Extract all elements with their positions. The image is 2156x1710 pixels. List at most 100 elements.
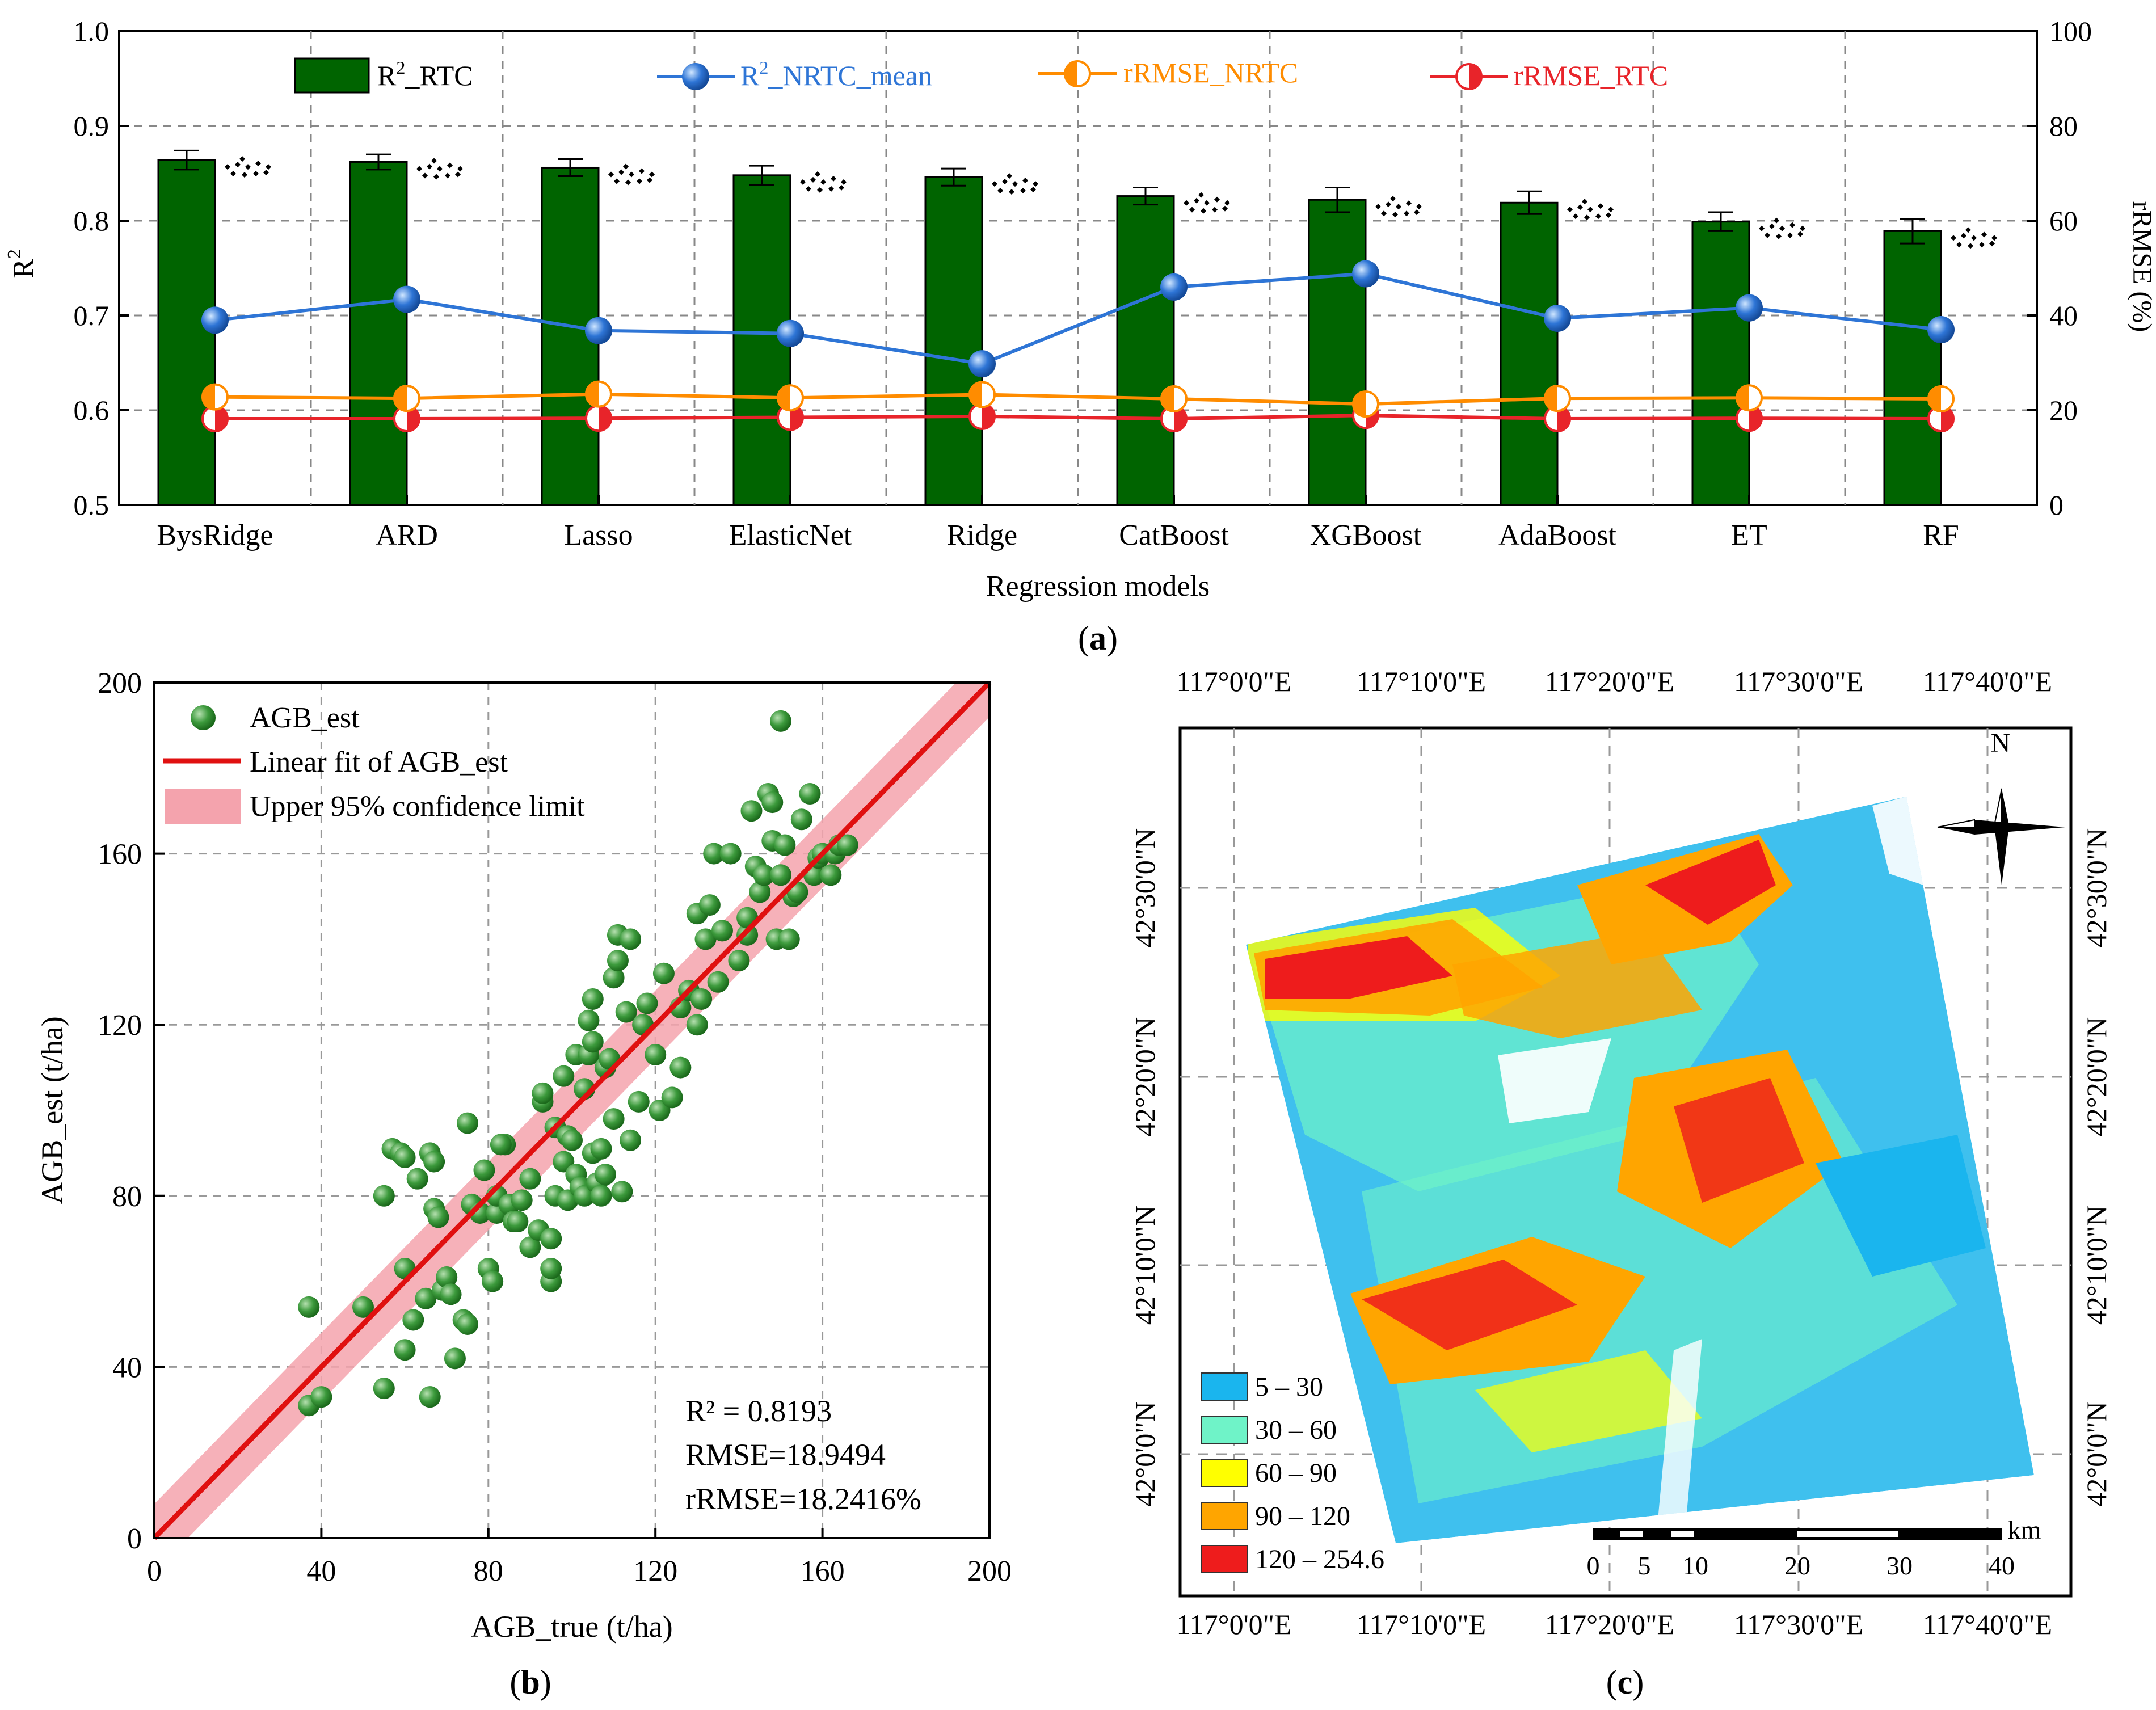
- scatter-point: [603, 1108, 625, 1130]
- scatter-point: [836, 834, 858, 856]
- line-rRMSE_NRTC: [214, 392, 1942, 406]
- lon-label-top-4: 117°40'0"E: [1923, 666, 2052, 697]
- jitter-point: [992, 181, 997, 187]
- jitter-point: [1608, 207, 1614, 213]
- panel-c-caption: (c): [1606, 1663, 1644, 1701]
- jitter-point: [1606, 212, 1611, 218]
- scatter-point: [594, 1164, 616, 1186]
- legend-swatch-confidence: [165, 789, 241, 824]
- jitter-point: [1759, 225, 1765, 231]
- scatter-point: [444, 1347, 466, 1370]
- panel-b-stats: R² = 0.8193 RMSE=18.9494 rRMSE=18.2416%: [685, 1394, 921, 1516]
- scatter-point: [373, 1185, 395, 1207]
- scatter-point: [698, 894, 721, 916]
- jitter-point: [1577, 204, 1583, 210]
- jitter-point: [1390, 196, 1396, 202]
- scatter-point: [761, 791, 784, 814]
- jitter-point: [245, 164, 251, 170]
- scatter-point: [561, 1129, 583, 1151]
- jitter-point: [1598, 203, 1603, 209]
- point-half-rRMSE_RTC: [407, 406, 420, 432]
- jitter-point: [639, 168, 645, 174]
- scale-tick-40: 40: [1989, 1551, 2015, 1580]
- ytick-left-label: 0.6: [74, 394, 110, 426]
- ytick-left-label: 0.8: [74, 205, 110, 237]
- jitter-point: [266, 164, 271, 170]
- jitter-point: [841, 179, 847, 185]
- scatter-point: [490, 1134, 512, 1156]
- jitter-point: [1769, 223, 1775, 229]
- legend-label-r2-nrtc: R2_NRTC_mean: [740, 57, 932, 91]
- ytick-right-label: 20: [2049, 394, 2078, 426]
- scatter-point: [740, 800, 763, 822]
- point-half-rRMSE_RTC: [215, 406, 228, 432]
- ytick-left-label: 0.5: [74, 489, 110, 521]
- jitter-point: [1033, 181, 1038, 187]
- scatter-point: [590, 1138, 612, 1160]
- point-half-rRMSE_NRTC: [1353, 391, 1366, 417]
- scale-tick-0: 0: [1587, 1551, 1600, 1580]
- scale-bar: km 0 5 10 20 30 40: [1587, 1515, 2041, 1580]
- scatter-point: [540, 1228, 562, 1250]
- scatter-point: [406, 1168, 428, 1190]
- legend-label-agb-est: AGB_est: [250, 702, 360, 734]
- lat-labels-right: 42°30'0"N 42°20'0"N 42°10'0"N 42°0'0"N: [2081, 828, 2112, 1507]
- point-half-rRMSE_RTC: [1749, 406, 1762, 431]
- bar-r2-rtc: [349, 161, 408, 506]
- jitter-point: [1779, 225, 1785, 231]
- jitter-point: [1595, 213, 1601, 220]
- ytick-label: 200: [98, 667, 142, 700]
- jitter-point: [1968, 243, 1973, 249]
- jitter-point: [1414, 209, 1420, 216]
- ytick-right-label: 100: [2049, 15, 2092, 47]
- scatter-point: [636, 992, 658, 1014]
- point-half-rRMSE_NRTC: [1161, 386, 1174, 411]
- jitter-point: [1030, 187, 1036, 193]
- scatter-point: [511, 1189, 533, 1211]
- jitter-point: [800, 179, 806, 185]
- scatter-point: [790, 808, 812, 831]
- scatter-point: [578, 1009, 600, 1031]
- scatter-point: [774, 834, 796, 856]
- scatter-point: [473, 1159, 495, 1181]
- scatter-point: [753, 864, 775, 886]
- ytick-label: 160: [98, 839, 142, 871]
- xtick-label: 0: [147, 1555, 162, 1587]
- jitter-point: [1965, 227, 1971, 233]
- scale-unit: km: [2008, 1515, 2041, 1544]
- lon-label-bottom-3: 117°30'0"E: [1734, 1608, 1863, 1640]
- scatter-point: [778, 928, 800, 950]
- scatter-point: [582, 988, 604, 1010]
- legend-swatch-60-90: [1201, 1459, 1248, 1487]
- scatter-point: [628, 1090, 650, 1113]
- scatter-point: [669, 1056, 692, 1079]
- ytick-left-label: 0.9: [74, 110, 110, 142]
- jitter-point: [445, 172, 450, 179]
- jitter-point: [1979, 242, 1985, 248]
- panel-c-map: N 5 – 30 30 – 60 60 – 90 90 – 120 120 – …: [1129, 666, 2112, 1701]
- agb-raster: [1246, 797, 2034, 1543]
- panel-b-ticks: 0 40 80 120 160 200 0 40 80 120 160 200: [98, 667, 1012, 1587]
- jitter-point: [239, 156, 245, 162]
- jitter-point: [1189, 207, 1195, 213]
- jitter-point: [1404, 210, 1409, 217]
- point-R2_NRTC_mean: [777, 319, 804, 347]
- jitter-point: [447, 162, 453, 169]
- scatter-point: [394, 1146, 416, 1168]
- xtick-label: Lasso: [564, 519, 633, 551]
- jitter-point: [253, 171, 259, 177]
- lon-label-top-0: 117°0'0"E: [1176, 666, 1291, 697]
- lat-labels-left: 42°30'0"N 42°20'0"N 42°10'0"N 42°0'0"N: [1129, 828, 1161, 1507]
- lat-label-left-0: 42°30'0"N: [1129, 828, 1161, 948]
- scatter-point: [590, 1185, 612, 1207]
- panel-b-caption: (b): [509, 1663, 551, 1701]
- jitter-point: [457, 166, 463, 172]
- jitter-point: [1956, 242, 1962, 248]
- legend-label-rrmse-rtc: rRMSE_RTC: [1514, 60, 1668, 91]
- lon-label-bottom-4: 117°40'0"E: [1923, 1608, 2052, 1640]
- jitter-point: [1951, 235, 1956, 241]
- jitter-point: [235, 162, 241, 168]
- xtick-label: 160: [801, 1555, 845, 1587]
- xtick-label: ElasticNet: [729, 519, 852, 551]
- lat-label-right-0: 42°30'0"N: [2081, 828, 2112, 948]
